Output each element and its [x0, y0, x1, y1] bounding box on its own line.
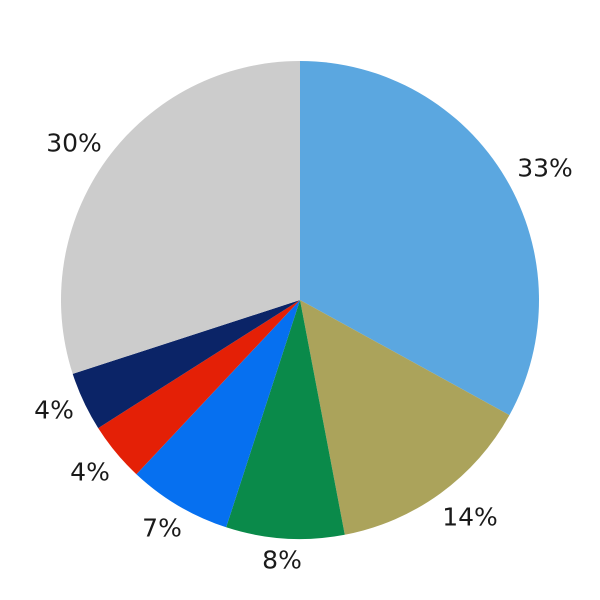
pie-slice-1 [300, 61, 539, 416]
pie-slice-5 [98, 300, 301, 475]
pie-slice-2 [300, 300, 510, 535]
pie-slice-label-3: 8% [262, 545, 302, 575]
pie-slice-label-2: 14% [442, 502, 498, 532]
pie-slice-7 [60, 61, 300, 374]
pie-slice-label-6: 4% [34, 395, 74, 425]
pie-slice-label-1: 33% [517, 153, 573, 183]
pie-slice-label-4: 7% [142, 513, 182, 543]
pie-slice-4 [136, 300, 300, 528]
pie-slice-label-5: 4% [70, 457, 110, 487]
pie-slice-6 [72, 300, 301, 429]
pie-slice-label-7: 30% [46, 128, 102, 158]
pie-slice-3 [226, 300, 345, 540]
pie-slice-group [60, 61, 539, 540]
